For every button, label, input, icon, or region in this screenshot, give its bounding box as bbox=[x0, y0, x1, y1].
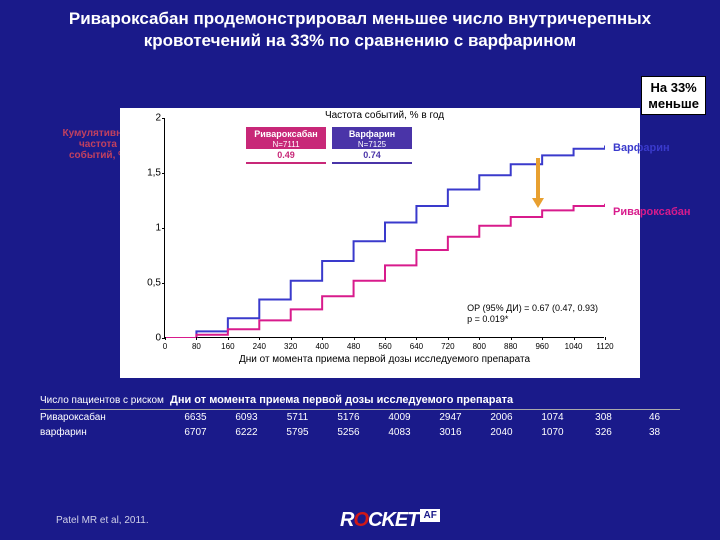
table-header-left: Число пациентов с риском bbox=[40, 395, 170, 406]
x-tick: 1040 bbox=[565, 342, 583, 351]
hr-line1: ОР (95% ДИ) = 0.67 (0.47, 0.93) bbox=[467, 303, 598, 314]
callout-line2: меньше bbox=[648, 96, 699, 112]
cell: 4009 bbox=[374, 412, 425, 423]
series-label: Варфарин bbox=[613, 142, 670, 154]
callout-line1: На 33% bbox=[648, 80, 699, 96]
x-tick: 320 bbox=[284, 342, 297, 351]
slide-title: Ривароксабан продемонстрировал меньшее ч… bbox=[0, 0, 720, 52]
x-tick: 560 bbox=[378, 342, 391, 351]
x-tick: 640 bbox=[410, 342, 423, 351]
reduction-callout: На 33% меньше bbox=[641, 76, 706, 115]
y-tick: 2 bbox=[135, 113, 161, 124]
reduction-arrow bbox=[532, 158, 544, 208]
cell: 1070 bbox=[527, 427, 578, 438]
row-label: Ривароксабан bbox=[40, 412, 170, 423]
x-tick: 240 bbox=[253, 342, 266, 351]
x-axis-title: Дни от момента приема первой дозы исслед… bbox=[165, 354, 604, 365]
cell: 308 bbox=[578, 412, 629, 423]
cell: 1074 bbox=[527, 412, 578, 423]
cell: 3016 bbox=[425, 427, 476, 438]
table-header: Число пациентов с риском Дни от момента … bbox=[40, 392, 680, 410]
x-tick: 400 bbox=[315, 342, 328, 351]
cell: 2006 bbox=[476, 412, 527, 423]
citation: Patel MR et al, 2011. bbox=[56, 515, 149, 526]
row-label: варфарин bbox=[40, 427, 170, 438]
series-label: Ривароксабан bbox=[613, 206, 691, 218]
cell: 38 bbox=[629, 427, 680, 438]
hazard-ratio-box: ОР (95% ДИ) = 0.67 (0.47, 0.93) p = 0.01… bbox=[467, 303, 598, 325]
patients-at-risk-table: Число пациентов с риском Дни от момента … bbox=[40, 392, 680, 440]
chart-area: Частота событий, % в год РивароксабанN=7… bbox=[120, 108, 640, 378]
x-tick: 800 bbox=[473, 342, 486, 351]
x-tick: 1120 bbox=[596, 342, 613, 351]
x-tick: 80 bbox=[192, 342, 201, 351]
y-tick: 1,5 bbox=[135, 168, 161, 179]
rocket-af-logo: ROCKETAF bbox=[340, 509, 440, 532]
hr-line2: p = 0.019* bbox=[467, 314, 598, 325]
x-tick: 480 bbox=[347, 342, 360, 351]
x-tick: 720 bbox=[441, 342, 454, 351]
legend-box: РивароксабанN=71110.49 bbox=[245, 126, 327, 165]
legend-boxes: РивароксабанN=71110.49ВарфаринN=71250.74 bbox=[245, 126, 413, 165]
table-header-right: Дни от момента приема первой дозы исслед… bbox=[170, 394, 513, 406]
cell: 6707 bbox=[170, 427, 221, 438]
cell: 6093 bbox=[221, 412, 272, 423]
cell: 5176 bbox=[323, 412, 374, 423]
x-tick: 960 bbox=[535, 342, 548, 351]
x-tick: 880 bbox=[504, 342, 517, 351]
cell: 6635 bbox=[170, 412, 221, 423]
cell: 46 bbox=[629, 412, 680, 423]
table-row: варфарин67076222579552564083301620401070… bbox=[40, 425, 680, 440]
y-tick: 0,5 bbox=[135, 278, 161, 289]
cell: 2040 bbox=[476, 427, 527, 438]
table-row: Ривароксабан6635609357115176400929472006… bbox=[40, 410, 680, 425]
y-tick: 0 bbox=[135, 333, 161, 344]
cell: 5795 bbox=[272, 427, 323, 438]
cell: 2947 bbox=[425, 412, 476, 423]
x-tick: 0 bbox=[163, 342, 167, 351]
legend-box: ВарфаринN=71250.74 bbox=[331, 126, 413, 165]
x-tick: 160 bbox=[221, 342, 234, 351]
cell: 326 bbox=[578, 427, 629, 438]
cell: 4083 bbox=[374, 427, 425, 438]
y-tick: 1 bbox=[135, 223, 161, 234]
plot: Частота событий, % в год РивароксабанN=7… bbox=[164, 118, 604, 338]
cell: 6222 bbox=[221, 427, 272, 438]
cell: 5256 bbox=[323, 427, 374, 438]
logo-suffix: AF bbox=[420, 509, 439, 522]
cell: 5711 bbox=[272, 412, 323, 423]
